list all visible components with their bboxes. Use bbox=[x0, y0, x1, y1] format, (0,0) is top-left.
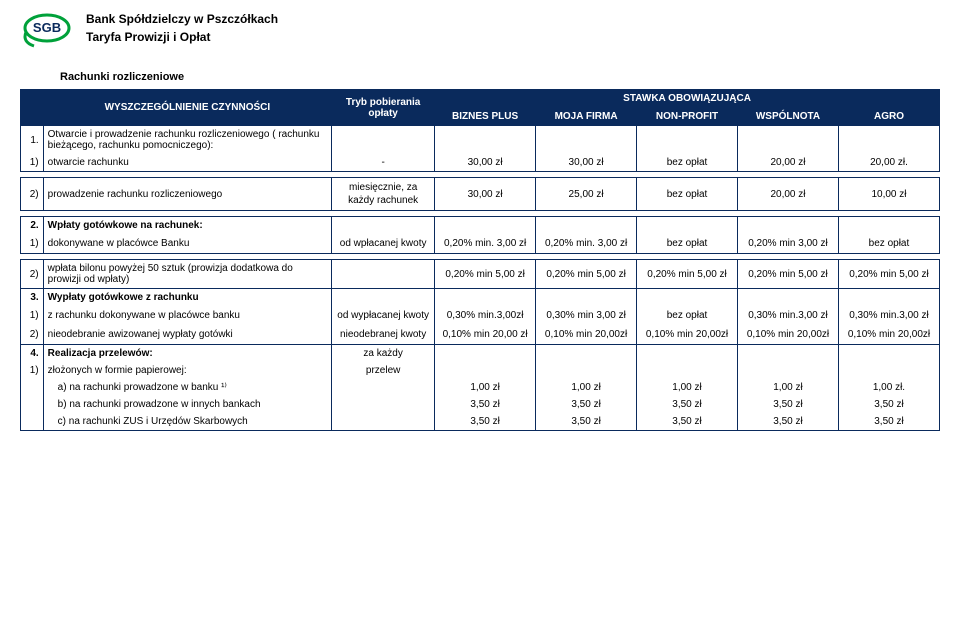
col-rate-4: AGRO bbox=[838, 108, 939, 126]
col-rate-0: BIZNES PLUS bbox=[435, 108, 536, 126]
col-rate-3: WSPÓLNOTA bbox=[738, 108, 839, 126]
section-title: Rachunki rozliczeniowe bbox=[60, 71, 940, 83]
svg-text:SGB: SGB bbox=[33, 20, 61, 35]
tariff-table: WYSZCZEGÓLNIENIE CZYNNOŚCI Tryb pobieran… bbox=[20, 89, 940, 431]
page-header: SGB Bank Spółdzielczy w Pszczółkach Tary… bbox=[20, 12, 940, 53]
col-desc: WYSZCZEGÓLNIENIE CZYNNOŚCI bbox=[43, 90, 331, 126]
row-4-1: 1) złożonych w formie papierowej: przele… bbox=[21, 362, 940, 379]
row-4-1c: c) na rachunki ZUS i Urzędów Skarbowych … bbox=[21, 413, 940, 431]
bank-info: Bank Spółdzielczy w Pszczółkach Taryfa P… bbox=[86, 12, 278, 44]
row-3-2: 2) nieodebranie awizowanej wypłaty gotów… bbox=[21, 325, 940, 345]
col-stawka: STAWKA OBOWIĄZUJĄCA bbox=[435, 90, 940, 108]
row-1: 1. Otwarcie i prowadzenie rachunku rozli… bbox=[21, 126, 940, 155]
logo: SGB bbox=[20, 12, 74, 53]
col-tryb: Tryb pobierania opłaty bbox=[332, 90, 435, 126]
row-4: 4. Realizacja przelewów: za każdy bbox=[21, 345, 940, 363]
row-1-2: 2) prowadzenie rachunku rozliczeniowego … bbox=[21, 178, 940, 211]
row-2-2: 2) wpłata bilonu powyżej 50 sztuk (prowi… bbox=[21, 260, 940, 289]
row-3: 3. Wypłaty gotówkowe z rachunku bbox=[21, 289, 940, 307]
col-rate-2: NON-PROFIT bbox=[637, 108, 738, 126]
row-3-1: 1) z rachunku dokonywane w placówce bank… bbox=[21, 306, 940, 325]
tariff-title: Taryfa Prowizji i Opłat bbox=[86, 30, 278, 44]
row-2: 2. Wpłaty gotówkowe na rachunek: bbox=[21, 217, 940, 235]
row-1-1: 1) otwarcie rachunku - 30,00 zł 30,00 zł… bbox=[21, 154, 940, 172]
row-2-1: 1) dokonywane w placówce Banku od wpłaca… bbox=[21, 234, 940, 254]
bank-name: Bank Spółdzielczy w Pszczółkach bbox=[86, 12, 278, 26]
row-4-1b: b) na rachunki prowadzone w innych banka… bbox=[21, 396, 940, 413]
col-rate-1: MOJA FIRMA bbox=[536, 108, 637, 126]
row-4-1a: a) na rachunki prowadzone w banku ¹⁾ 1,0… bbox=[21, 379, 940, 396]
